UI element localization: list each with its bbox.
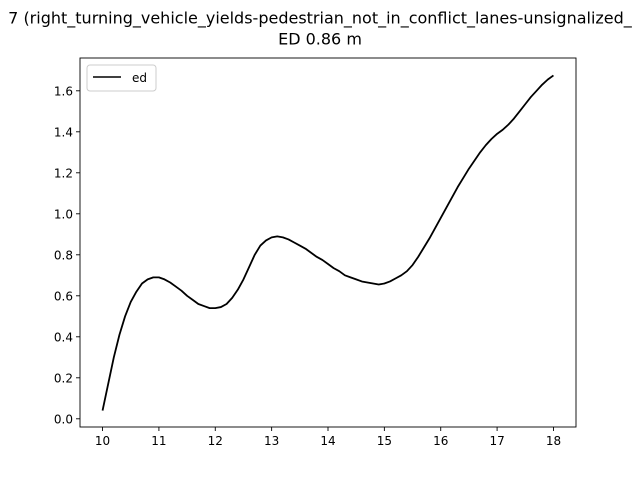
y-tick-label-4: 0.8: [54, 248, 73, 262]
x-tick-label-13: 13: [264, 434, 279, 448]
y-tick-label-1: 0.2: [54, 371, 73, 385]
x-tick-label-11: 11: [151, 434, 166, 448]
x-tick-label-14: 14: [320, 434, 335, 448]
y-tick-label-7: 1.4: [54, 125, 73, 139]
x-tick-label-15: 15: [377, 434, 392, 448]
x-tick-label-17: 17: [489, 434, 504, 448]
y-tick-label-3: 0.6: [54, 289, 73, 303]
x-tick-label-12: 12: [208, 434, 223, 448]
x-tick-label-10: 10: [95, 434, 110, 448]
legend-label-ed: ed: [132, 71, 147, 85]
x-tick-label-16: 16: [433, 434, 448, 448]
plot-area: 10 11 12 13 14 15 16 17 18 0.0 0.2 0.4 0.6 0.8 1.0 1.2 1…: [54, 57, 577, 448]
y-tick-label-5: 1.0: [54, 207, 73, 221]
y-tick-label-6: 1.2: [54, 166, 73, 180]
chart-title-line2: ED 0.86 m: [278, 30, 362, 49]
series-line-ed: [101, 74, 554, 411]
chart-title-line1: 7 (right_turning_vehicle_yields-pedestri…: [8, 9, 633, 29]
x-tick-label-18: 18: [546, 434, 561, 448]
y-tick-label-2: 0.4: [54, 330, 73, 344]
y-tick-label-8: 1.6: [54, 84, 73, 98]
legend: ed: [86, 64, 157, 92]
y-tick-label-0: 0.0: [54, 412, 73, 426]
legend-frame: [86, 64, 157, 92]
